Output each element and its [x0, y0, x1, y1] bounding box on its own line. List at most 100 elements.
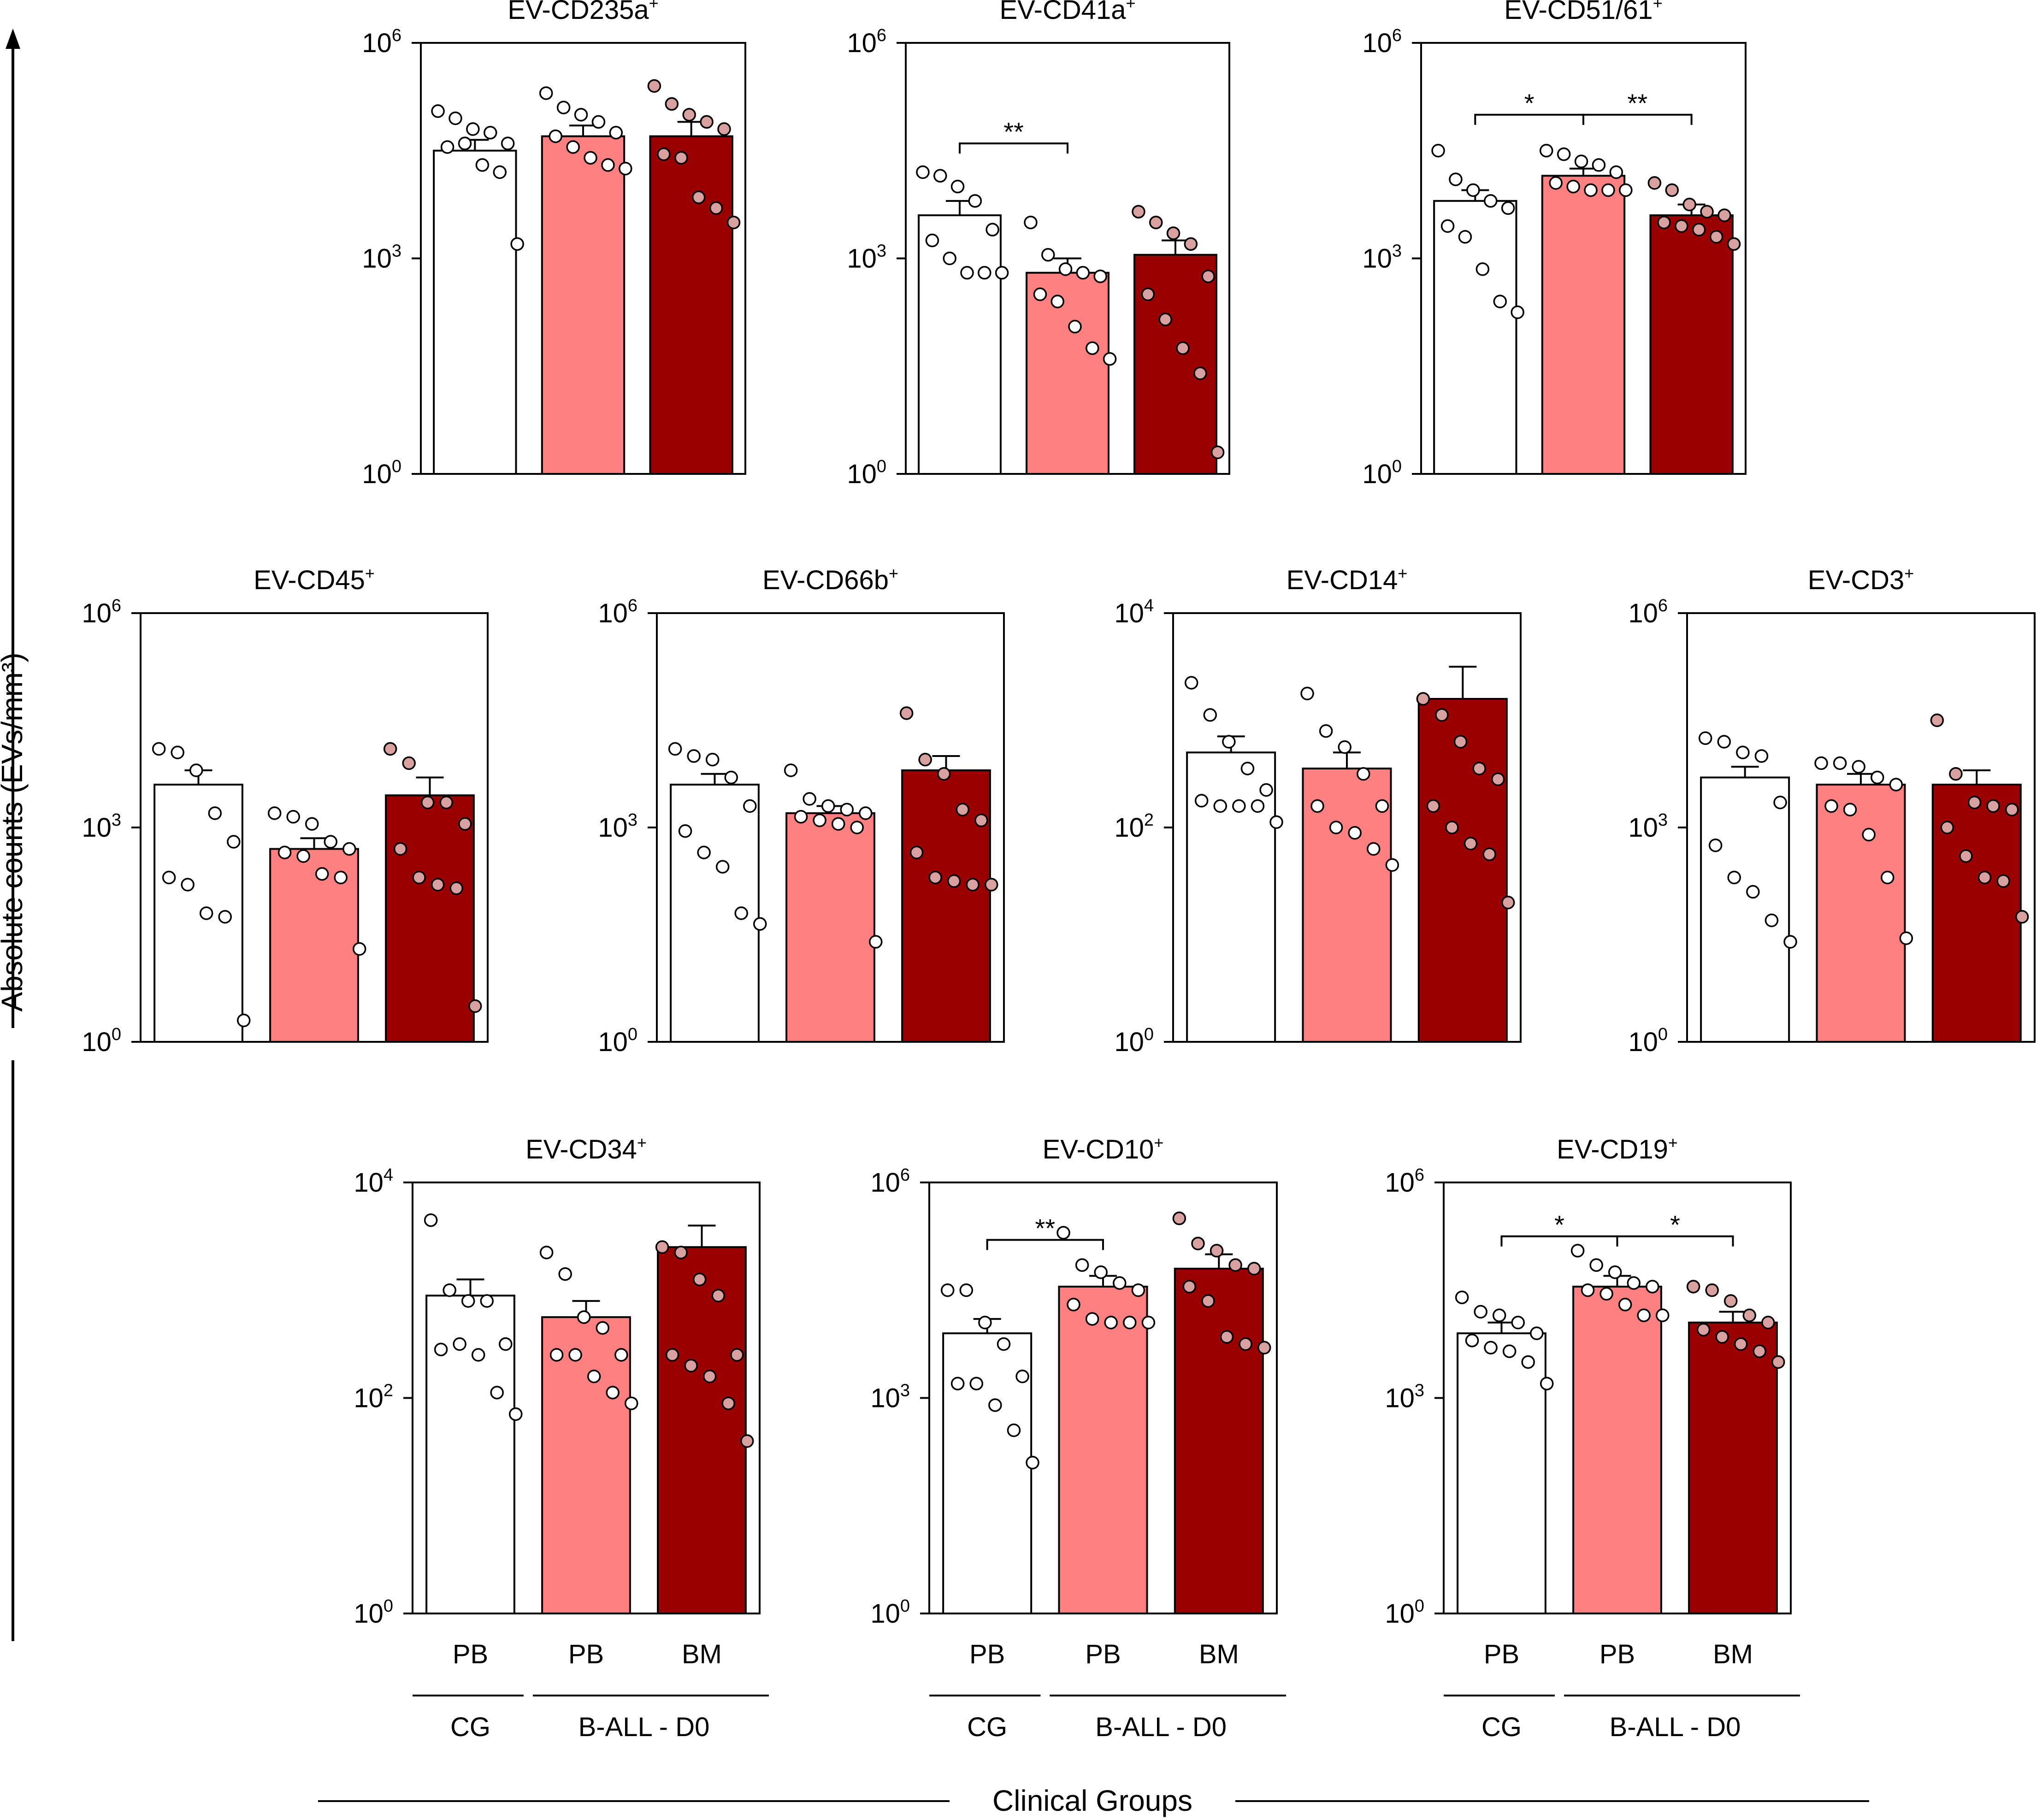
data-point — [1814, 756, 1828, 770]
data-point — [988, 1398, 1002, 1412]
data-point — [1618, 1298, 1632, 1312]
data-point — [1007, 1423, 1021, 1437]
y-tick-label: 106 — [1362, 26, 1402, 58]
data-point — [1240, 762, 1255, 775]
data-point — [1149, 215, 1163, 230]
data-point — [1093, 269, 1107, 284]
y-tick-label: 100 — [1114, 1025, 1154, 1057]
data-point — [501, 136, 515, 150]
data-point — [1015, 1370, 1029, 1383]
data-point — [730, 1348, 744, 1362]
data-point — [1566, 179, 1580, 194]
data-point — [152, 742, 166, 756]
data-point — [1608, 1265, 1622, 1279]
y-tick-label: 106 — [1628, 596, 1668, 628]
data-point — [928, 870, 942, 885]
data-point — [449, 881, 463, 895]
data-point — [1453, 735, 1468, 749]
y-tick-base: 10 — [362, 244, 392, 274]
data-point — [682, 108, 696, 122]
y-tick-exponent: 3 — [392, 242, 401, 261]
y-tick-label: 103 — [870, 1381, 910, 1413]
y-tick-exponent: 2 — [1144, 810, 1154, 830]
data-point — [431, 878, 445, 892]
data-point — [1574, 154, 1588, 168]
data-point — [1709, 230, 1723, 244]
data-point — [1086, 341, 1099, 355]
data-point — [1889, 778, 1903, 792]
significance-label: ** — [1628, 89, 1648, 118]
y-tick-base: 10 — [1628, 598, 1658, 628]
data-point — [1599, 1287, 1613, 1301]
panel-title: EV-CD66b+ — [762, 564, 898, 595]
data-point — [1682, 197, 1696, 212]
significance-label: * — [1554, 1210, 1564, 1239]
data-point — [1646, 1280, 1659, 1294]
y-tick-base: 10 — [1362, 28, 1392, 58]
y-tick-base: 10 — [847, 244, 877, 274]
plot-frame — [656, 612, 1005, 1043]
bar-b-all-bm — [901, 769, 991, 1043]
data-point — [1584, 183, 1598, 197]
data-point — [1717, 735, 1731, 749]
data-point — [947, 874, 961, 888]
data-point — [1141, 1316, 1156, 1330]
data-point — [950, 179, 965, 194]
y-tick-base: 10 — [82, 1027, 112, 1057]
panel-title-sup: + — [1653, 0, 1663, 12]
data-point — [1655, 1308, 1670, 1323]
data-point — [1581, 1283, 1595, 1297]
y-tick-exponent: 4 — [1144, 596, 1154, 615]
data-point — [619, 161, 632, 176]
x-tick-label: PB — [568, 1639, 604, 1669]
data-point — [490, 1386, 504, 1400]
data-point — [1357, 767, 1370, 781]
y-tick-exponent: 0 — [1658, 1025, 1668, 1044]
data-point — [199, 906, 213, 920]
y-tick-exponent: 6 — [112, 596, 121, 615]
y-tick-base: 10 — [1362, 244, 1392, 274]
data-point — [978, 1316, 992, 1330]
data-point — [1502, 1344, 1517, 1358]
data-point — [647, 79, 661, 93]
data-point — [352, 942, 366, 956]
data-point — [1539, 144, 1553, 158]
data-point — [587, 1370, 601, 1383]
data-point — [821, 799, 835, 813]
data-point — [549, 1348, 564, 1362]
y-tick-base: 10 — [354, 1383, 384, 1413]
data-point — [1338, 740, 1351, 754]
data-point — [584, 151, 597, 165]
panel-title-sup: + — [1904, 564, 1914, 583]
y-tick-exponent: 6 — [1415, 1165, 1424, 1185]
data-point — [1259, 783, 1273, 797]
data-point — [1247, 1262, 1261, 1276]
y-tick-exponent: 6 — [392, 26, 401, 45]
data-point — [189, 763, 203, 777]
data-point — [726, 215, 741, 230]
y-tick-base: 10 — [1628, 813, 1658, 843]
data-point — [978, 266, 991, 280]
y-tick-label: 100 — [598, 1025, 637, 1057]
y-tick-label: 100 — [362, 457, 401, 489]
data-point — [717, 122, 731, 136]
data-point — [286, 810, 300, 824]
data-point — [1094, 1265, 1108, 1279]
plot-frame — [1686, 612, 2036, 1043]
y-tick-base: 10 — [362, 28, 392, 58]
x-tick-label: PB — [969, 1639, 1005, 1669]
data-point — [859, 806, 873, 820]
panel-title: EV-CD19+ — [1557, 1133, 1678, 1164]
data-point — [1182, 1280, 1197, 1294]
x-tick-label: PB — [1599, 1639, 1635, 1669]
data-point — [1511, 305, 1524, 319]
y-tick-label: 100 — [1385, 1596, 1424, 1629]
y-tick-base: 10 — [598, 1027, 628, 1057]
data-point — [1540, 1377, 1554, 1391]
y-tick-label: 100 — [847, 457, 886, 489]
group-label-cg: CG — [967, 1712, 1007, 1742]
data-point — [1210, 445, 1225, 459]
y-tick-exponent: 3 — [628, 810, 637, 830]
data-point — [1843, 803, 1857, 816]
